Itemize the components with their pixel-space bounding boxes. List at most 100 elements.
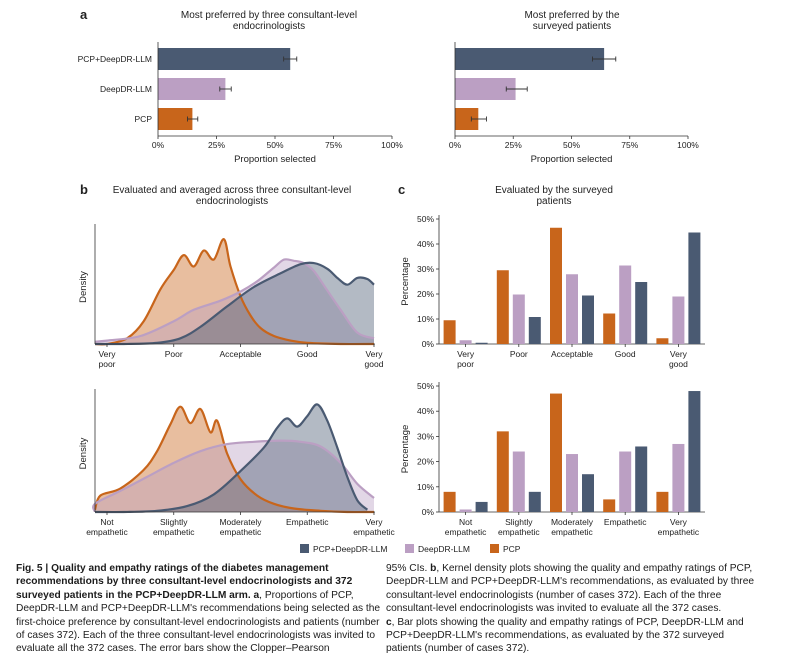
a-right-x-tick-label-3: 75% — [621, 140, 638, 150]
legend-label-pcp: PCP — [503, 544, 521, 554]
c-quality-y-tick-label-0: 0% — [422, 339, 435, 349]
c-empathy-bar-deepdr-1 — [512, 451, 525, 512]
c-quality-title-line-2: patients — [536, 196, 571, 207]
panel-letter-a: a — [80, 7, 88, 22]
b-quality-x-tick-label-2: Acceptable — [219, 349, 261, 359]
c-quality-y-tick-label-3: 30% — [417, 264, 434, 274]
c-empathy-bar-deepdr-4 — [672, 443, 685, 512]
c-empathy-bar-deepdr-3 — [619, 451, 632, 512]
b-empathy-x-tick-label-1-line-1: Slightly — [160, 517, 188, 527]
c-empathy-bar-pcp-4 — [656, 491, 669, 512]
caption-left-column: Fig. 5 | Quality and empathy ratings of … — [16, 562, 386, 656]
c-quality-bar-pcp-1 — [496, 270, 509, 344]
a-left-title-line-2: endocrinologists — [233, 21, 305, 32]
c-quality-bar-combo-3 — [635, 282, 648, 344]
a-left-x-tick-label-1: 25% — [208, 140, 225, 150]
a-right-x-axis-label: Proportion selected — [531, 154, 613, 165]
a-left-bar-deepdr — [158, 78, 226, 100]
b-quality-x-tick-label-4-line-1: Very — [365, 349, 383, 359]
b-empathy-x-tick-label-1-line-2: empathetic — [153, 527, 195, 537]
b-quality-density-line-combo — [94, 261, 375, 346]
b-quality-title-line-2: endocrinologists — [196, 196, 268, 207]
c-empathy-y-tick-label-2: 20% — [417, 457, 434, 467]
b-quality-y-axis-label: Density — [78, 271, 89, 303]
c-quality-bar-pcp-2 — [550, 227, 562, 344]
c-quality-bar-deepdr-3 — [619, 265, 632, 344]
c-quality-y-axis-label: Percentage — [400, 257, 411, 306]
c-quality-bar-pcp-3 — [603, 313, 616, 344]
c-empathy-x-tick-label-2-line-2: empathetic — [551, 527, 593, 537]
a-left-x-tick-label-0: 0% — [152, 140, 165, 150]
caption-fig-label: Fig. 5 | — [16, 563, 52, 574]
legend: PCP+DeepDR-LLM DeepDR-LLM PCP — [300, 544, 521, 554]
a-left-category-label-pcp: PCP — [135, 114, 153, 124]
c-empathy-y-tick-label-0: 0% — [422, 507, 435, 517]
figure-caption: Fig. 5 | Quality and empathy ratings of … — [16, 562, 782, 669]
c-empathy-bar-pcp-2 — [550, 393, 562, 512]
c-empathy-y-tick-label-3: 30% — [417, 431, 434, 441]
panel-letter-c: c — [398, 182, 405, 197]
b-empathy-density-line-pcp — [93, 405, 375, 514]
b-quality-density-fill-combo — [95, 262, 374, 345]
caption-b-text: , Kernel density plots showing the quali… — [386, 563, 755, 615]
b-empathy-density-line-deepdr — [92, 439, 375, 513]
a-left-title-line-1: Most preferred by three consultant-level — [181, 10, 357, 21]
a-right-x-tick-label-0: 0% — [449, 140, 462, 150]
figure-5: a b c Most preferred by three consultant-le… — [78, 7, 705, 554]
a-right-title-line-1: Most preferred by the — [524, 10, 619, 21]
caption-a-label: a — [250, 589, 260, 601]
b-empathy-x-tick-label-0-line-2: empathetic — [86, 527, 128, 537]
c-empathy-x-tick-label-4-line-2: empathetic — [658, 527, 700, 537]
legend-label-combo: PCP+DeepDR-LLM — [313, 544, 387, 554]
a-right-bar-combo — [455, 48, 605, 70]
c-empathy-bar-combo-4 — [688, 391, 701, 512]
c-quality-y-tick-label-5: 50% — [417, 214, 434, 224]
c-empathy-bar-deepdr-0 — [459, 509, 472, 512]
a-left-bar-combo — [158, 48, 291, 70]
c-empathy-bar-pcp-0 — [443, 491, 456, 512]
a-left-x-axis-label: Proportion selected — [234, 154, 316, 165]
a-left-x-tick-label-4: 100% — [381, 140, 403, 150]
c-quality-x-tick-label-0-line-2: poor — [457, 359, 474, 369]
c-quality-bar-deepdr-0 — [459, 340, 472, 344]
c-quality-bar-deepdr-1 — [512, 294, 525, 344]
c-quality-y-tick-label-1: 10% — [417, 314, 434, 324]
b-empathy-x-tick-label-0-line-1: Not — [100, 517, 114, 527]
caption-a-text: , Proportions of PCP, DeepDR-LLM and PCP… — [16, 589, 381, 655]
a-left-x-tick-label-3: 75% — [325, 140, 342, 150]
c-empathy-y-tick-label-4: 40% — [417, 406, 434, 416]
b-empathy-density-fill-pcp — [95, 406, 374, 513]
b-quality-density-line-pcp — [94, 237, 375, 346]
a-left-bar-pcp — [158, 108, 193, 130]
c-empathy-y-tick-label-5: 50% — [417, 381, 434, 391]
b-quality-density-fill-pcp — [95, 239, 374, 345]
c-empathy-x-tick-label-2-line-1: Moderately — [551, 517, 594, 527]
b-empathy-x-tick-label-3: Empathetic — [286, 517, 329, 527]
c-quality-bar-combo-0 — [475, 342, 488, 344]
c-quality-bar-combo-4 — [688, 232, 701, 344]
c-empathy-x-tick-label-3: Empathetic — [604, 517, 647, 527]
c-quality-x-tick-label-4-line-1: Very — [670, 349, 688, 359]
legend-swatch-combo — [300, 544, 309, 553]
a-left-category-label-deepdr: DeepDR-LLM — [100, 84, 152, 94]
c-quality-bar-pcp-4 — [656, 338, 669, 344]
c-empathy-bar-deepdr-2 — [566, 454, 578, 512]
caption-bold-title: Quality and empathy ratings of the diabe… — [16, 563, 353, 601]
caption-c-label: c — [386, 616, 392, 628]
c-quality-x-tick-label-4-line-2: good — [669, 359, 688, 369]
legend-swatch-deepdr — [405, 544, 414, 553]
c-quality-x-tick-label-0-line-1: Very — [457, 349, 475, 359]
c-quality-y-tick-label-2: 20% — [417, 289, 434, 299]
caption-ci-text: 95% CIs. — [386, 563, 431, 574]
caption-c-text: , Bar plots showing the quality and empa… — [386, 616, 744, 655]
b-empathy-y-axis-label: Density — [78, 437, 89, 469]
c-quality-bar-combo-2 — [582, 295, 594, 344]
c-quality-bar-deepdr-4 — [672, 296, 685, 344]
b-quality-x-tick-label-1: Poor — [165, 349, 183, 359]
b-empathy-x-tick-label-4-line-2: empathetic — [353, 527, 395, 537]
c-quality-x-tick-label-3: Good — [615, 349, 636, 359]
b-quality-x-tick-label-3: Good — [297, 349, 318, 359]
c-quality-bar-combo-1 — [528, 317, 541, 344]
c-empathy-x-tick-label-4-line-1: Very — [670, 517, 688, 527]
c-empathy-bar-combo-2 — [582, 474, 594, 512]
